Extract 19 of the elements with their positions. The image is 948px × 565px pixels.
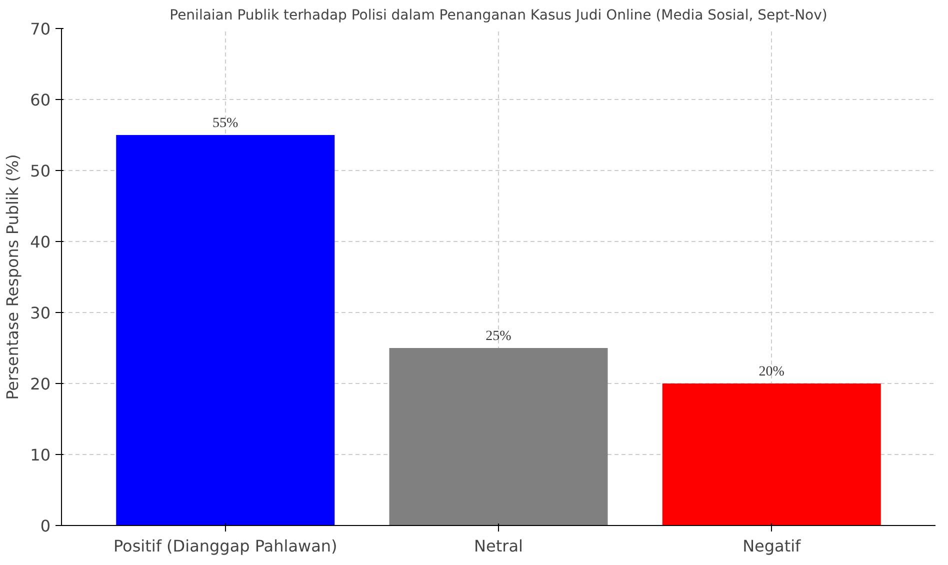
y-tick-label: 30: [30, 304, 50, 322]
y-tick-label: 0: [40, 516, 51, 536]
y-tick-label: 70: [30, 20, 50, 38]
y-tick-label: 10: [30, 446, 50, 464]
data-label: 25%: [486, 329, 512, 344]
data-label: 55%: [212, 116, 239, 131]
y-tick-label: 60: [30, 90, 50, 110]
chart-title: Penilaian Publik terhadap Polisi dalam Penanganan Kasus Judi Online (Media Sosial, Sept-Nov): [170, 8, 828, 24]
x-tick-label: Positif (Dianggap Pahlawan): [113, 536, 338, 556]
bar: [389, 348, 608, 526]
bar: [662, 384, 881, 526]
y-tick-label: 20: [30, 374, 50, 394]
x-tick-label: Negatif: [742, 536, 802, 556]
y-axis-title: Persentase Respons Publik (%): [3, 154, 22, 400]
bar: [116, 135, 335, 526]
x-tick-label: Netral: [474, 536, 523, 556]
y-tick-label: 40: [30, 232, 50, 252]
data-label: 20%: [758, 364, 785, 380]
y-tick-label: 50: [30, 162, 50, 180]
